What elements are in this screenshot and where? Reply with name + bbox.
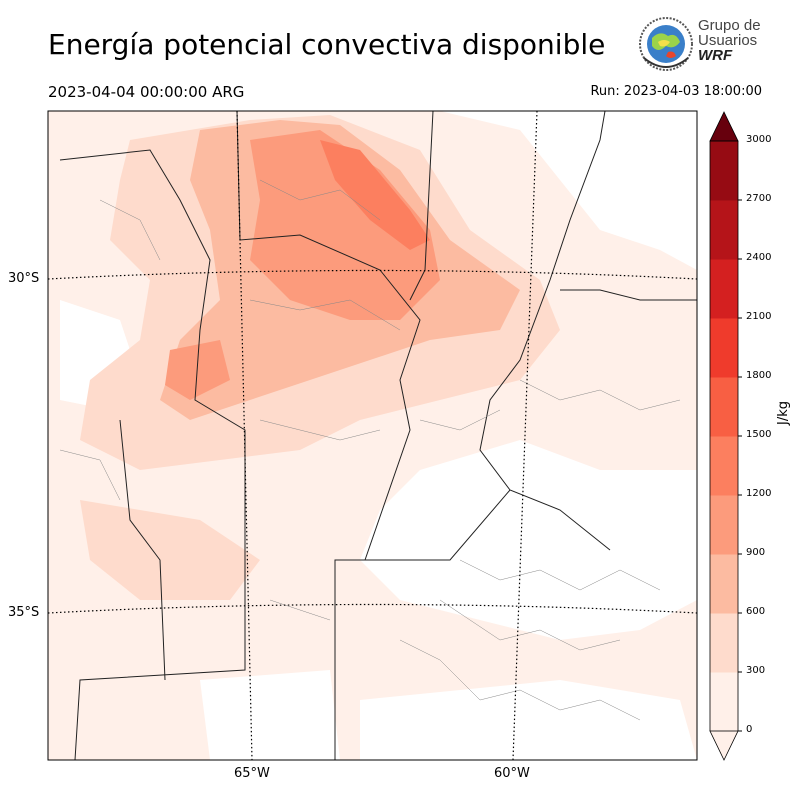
globe-icon: [639, 17, 693, 71]
map-frame: [47, 110, 698, 761]
low-cape-area: [440, 111, 697, 270]
colorbar-segment: [710, 436, 738, 496]
graticule: [48, 111, 697, 760]
colorbar-tick-label: 1800: [746, 370, 772, 381]
colorbar-under-arrow: [709, 730, 739, 761]
map-title: Energía potencial convectiva disponible: [48, 28, 606, 61]
colorbar-segment: [710, 554, 738, 614]
colorbar-tick-label: 1500: [746, 429, 772, 440]
colorbar-segment: [710, 613, 738, 673]
valid-time: 2023-04-04 00:00:00 ARG: [48, 83, 245, 101]
low-cape-area: [200, 670, 340, 760]
colorbar-tick-label: 2700: [746, 193, 772, 204]
colorbar-segment: [710, 141, 738, 201]
cape-field: [48, 111, 697, 760]
colorbar-units: J/kg: [776, 401, 791, 425]
wrf-users-logo: Grupo de Usuarios WRF: [638, 16, 768, 72]
logo-line-2: Usuarios: [698, 32, 758, 49]
colorbar-tick-label: 3000: [746, 134, 772, 145]
department-boundaries: [59, 179, 681, 721]
colorbar: [709, 111, 742, 761]
colorbar-segment: [710, 259, 738, 319]
colorbar-tick-label: 900: [746, 547, 766, 558]
colorbar-segment: [710, 672, 738, 732]
colorbar-tick-label: 0: [746, 724, 753, 735]
colorbar-tick-label: 300: [746, 665, 766, 676]
cape-contour-1200: [320, 140, 430, 250]
lat-label-30s: 30°S: [8, 271, 40, 286]
low-cape-area: [360, 680, 697, 760]
logo-line-3: WRF: [698, 47, 733, 64]
colorbar-tick-label: 600: [746, 606, 766, 617]
logo-line-1: Grupo de: [698, 17, 761, 34]
lon-label-65w: 65°W: [234, 766, 270, 781]
cape-contour-300: [80, 500, 260, 600]
colorbar-segment: [710, 377, 738, 437]
colorbar-tick-label: 2100: [746, 311, 772, 322]
province-boundaries: [59, 111, 697, 760]
lon-label-60w: 60°W: [494, 766, 530, 781]
colorbar-over-arrow: [709, 111, 739, 142]
colorbar-segment: [710, 495, 738, 555]
colorbar-tick-label: 2400: [746, 252, 772, 263]
colorbar-segment: [710, 318, 738, 378]
lat-label-35s: 35°S: [8, 605, 40, 620]
low-cape-area: [360, 440, 697, 640]
colorbar-segment: [710, 200, 738, 260]
cape-contour-900: [250, 130, 440, 320]
colorbar-tick-label: 1200: [746, 488, 772, 499]
run-time: Run: 2023-04-03 18:00:00: [590, 84, 762, 99]
colorbar-frame: [709, 140, 739, 732]
